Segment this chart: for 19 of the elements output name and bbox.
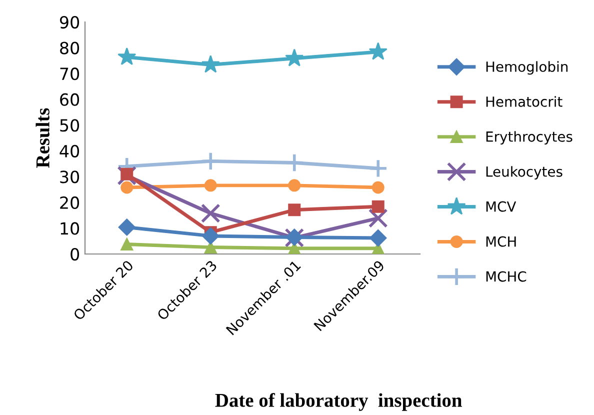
legend-label: MCHC <box>486 271 526 282</box>
legend-label: MCV <box>486 201 516 212</box>
y-tick-label: 10 <box>60 222 80 235</box>
y-tick-label: 90 <box>60 16 80 29</box>
y-tick-label: 40 <box>60 144 80 158</box>
y-tick-label: 70 <box>60 68 80 80</box>
x-axis-title: Date of laboratory inspection <box>215 393 462 411</box>
y-tick-label: 80 <box>60 42 80 54</box>
legend-label: Leukocytes <box>486 166 562 180</box>
legend-label: Hemoglobin <box>486 61 568 75</box>
y-tick-label: 30 <box>60 170 80 184</box>
y-tick-label: 20 <box>60 196 80 210</box>
y-tick-label: 60 <box>60 93 80 106</box>
y-tick-label: 50 <box>60 119 80 132</box>
legend-label: Erythrocytes <box>486 131 572 145</box>
y-axis-title: Results <box>36 108 50 168</box>
legend-label: MCH <box>486 236 516 247</box>
legend-label: Hematocrit <box>486 96 562 107</box>
y-tick-label: 0 <box>70 248 80 261</box>
